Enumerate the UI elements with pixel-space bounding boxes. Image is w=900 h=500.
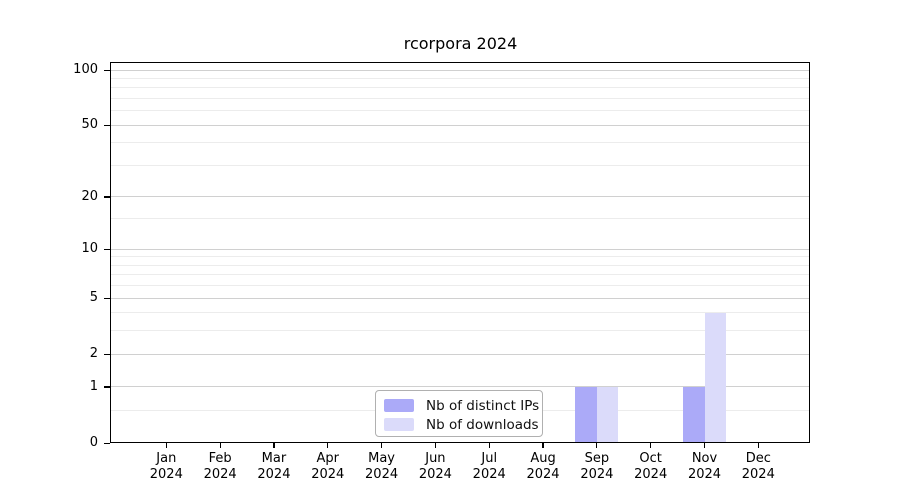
y-minor-gridline [111, 330, 810, 332]
y-minor-gridline [111, 274, 810, 276]
legend-item-distinct-ips: Nb of distinct IPs [384, 396, 539, 415]
y-minor-gridline [111, 164, 810, 166]
x-tick-label: Aug 2024 [526, 451, 560, 482]
bar-distinct-ips-nov [683, 386, 705, 443]
x-tick [757, 443, 759, 448]
x-tick [596, 443, 598, 448]
x-tick-label: Sep 2024 [580, 451, 614, 482]
x-tick-label: Feb 2024 [203, 451, 237, 482]
x-tick [165, 443, 167, 448]
x-tick [434, 443, 436, 448]
y-major-gridline [111, 248, 810, 250]
legend: Nb of distinct IPs Nb of downloads [375, 390, 543, 437]
x-tick [703, 443, 706, 448]
y-tick [104, 124, 110, 126]
x-tick-label: Mar 2024 [257, 451, 291, 482]
y-major-gridline [111, 69, 810, 71]
y-tick-label: 0 [89, 435, 98, 450]
y-tick [104, 248, 110, 250]
y-tick-label: 50 [81, 117, 98, 133]
legend-label-downloads: Nb of downloads [426, 416, 539, 433]
x-tick [380, 443, 383, 448]
y-major-gridline [111, 353, 810, 355]
y-tick-label: 20 [81, 188, 98, 204]
y-minor-gridline [111, 312, 810, 314]
y-minor-gridline [111, 285, 810, 287]
y-minor-gridline [111, 110, 810, 112]
x-tick [327, 443, 329, 448]
y-minor-gridline [111, 218, 810, 220]
x-tick-label: Oct 2024 [634, 451, 668, 482]
bar-downloads-nov [704, 312, 726, 443]
plot-area [111, 63, 810, 443]
bar-distinct-ips-sep [575, 386, 597, 443]
y-minor-gridline [111, 77, 810, 79]
legend-label-distinct-ips: Nb of distinct IPs [426, 397, 540, 414]
y-tick [104, 196, 110, 198]
y-major-gridline [111, 124, 810, 126]
y-minor-gridline [111, 97, 810, 99]
x-tick-label: Jun 2024 [418, 451, 452, 482]
x-tick [488, 443, 490, 448]
y-tick [104, 386, 110, 388]
x-tick [219, 443, 221, 448]
x-tick [273, 443, 275, 448]
y-minor-gridline [111, 264, 810, 266]
y-minor-gridline [111, 87, 810, 89]
y-minor-gridline [111, 256, 810, 258]
y-major-gridline [111, 196, 810, 198]
x-tick-label: Nov 2024 [687, 451, 722, 482]
y-tick-label: 10 [81, 241, 98, 257]
chart-title: rcorpora 2024 [403, 34, 518, 53]
y-tick [104, 442, 110, 444]
x-tick-label: Apr 2024 [311, 451, 345, 482]
y-tick-label: 5 [89, 290, 98, 306]
x-tick-label: Dec 2024 [741, 451, 775, 482]
x-tick [650, 443, 652, 448]
legend-swatch-distinct-ips [384, 399, 414, 412]
y-tick [104, 297, 110, 299]
y-tick-label: 2 [89, 346, 98, 362]
bar-downloads-sep [596, 386, 619, 443]
x-tick-label: Jul 2024 [472, 451, 506, 482]
legend-swatch-downloads [384, 418, 414, 431]
y-tick-label: 100 [73, 62, 98, 77]
y-major-gridline [111, 386, 810, 388]
y-tick [104, 69, 110, 71]
x-tick [542, 443, 544, 448]
y-tick-label: 1 [89, 378, 98, 394]
x-tick-label: May 2024 [365, 451, 399, 482]
y-minor-gridline [111, 142, 810, 144]
y-major-gridline [111, 297, 810, 299]
legend-item-downloads: Nb of downloads [384, 415, 539, 434]
y-tick [104, 353, 110, 355]
x-tick-label: Jan 2024 [149, 451, 183, 482]
